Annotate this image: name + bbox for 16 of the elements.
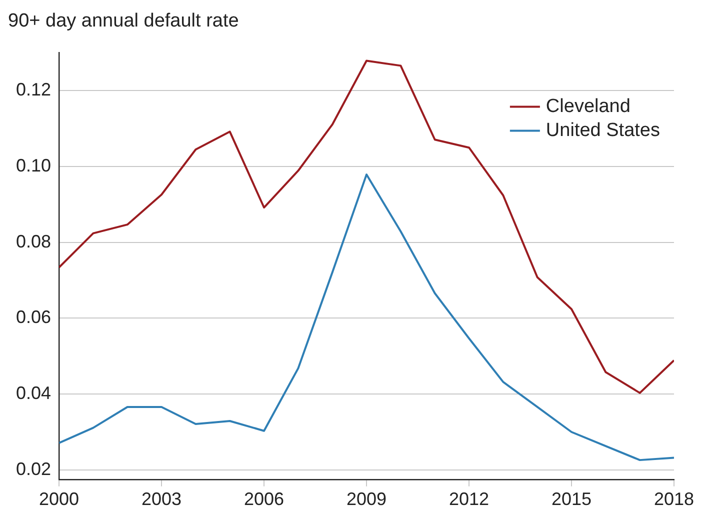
legend-label: United States — [546, 120, 660, 142]
y-tick-label: 0.08 — [16, 231, 52, 252]
x-tick-label: 2012 — [448, 489, 490, 510]
y-tick-label: 0.10 — [16, 156, 52, 176]
legend-label: Cleveland — [546, 96, 630, 118]
x-tick-label: 2003 — [142, 489, 182, 510]
x-tick-label: 2009 — [346, 489, 387, 510]
x-tick-label: 2015 — [551, 489, 592, 510]
x-tick-label: 2006 — [244, 489, 284, 510]
x-tick-label: 2018 — [654, 489, 694, 510]
y-tick-label: 0.12 — [16, 80, 52, 100]
y-axis-title: 90+ day annual default rate — [8, 10, 239, 32]
y-tick-label: 0.04 — [16, 383, 52, 404]
y-tick-label: 0.02 — [16, 458, 52, 479]
x-tick-label: 2000 — [39, 489, 80, 510]
y-tick-label: 0.06 — [16, 307, 52, 328]
